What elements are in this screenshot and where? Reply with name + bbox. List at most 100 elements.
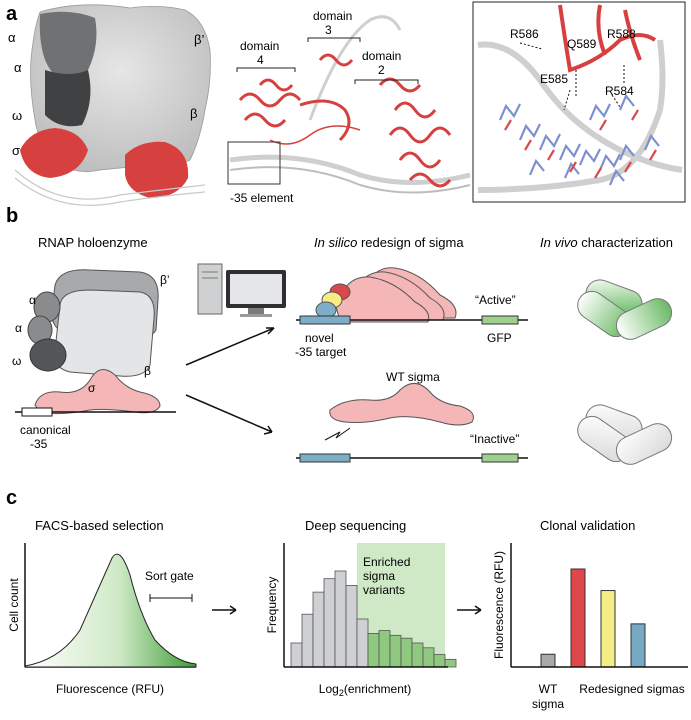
histogram-bar-1 [290, 642, 303, 668]
domain4-label: domain [240, 39, 279, 53]
inactive-label: “Inactive” [470, 432, 519, 446]
residue-r586: R586 [510, 27, 539, 41]
histogram-bar-12 [411, 642, 424, 668]
cartoon-beta-prime: β’ [160, 273, 170, 287]
clonal-title: Clonal validation [540, 518, 635, 533]
domain3-bracket [307, 37, 361, 42]
histogram-bar-4 [323, 578, 336, 668]
redesigned-sigmas-stack [315, 267, 457, 323]
panel-letter-a: a [6, 3, 18, 25]
histogram-bar-15 [444, 658, 457, 668]
clonal-bar-3 [600, 590, 616, 668]
label-omega: ω [12, 108, 22, 123]
histogram-bar-8 [367, 633, 380, 668]
cartoon-alpha-1: α [29, 293, 36, 307]
cartoon-alpha-2: α [15, 321, 22, 335]
residue-r588: R588 [607, 27, 636, 41]
histogram-bar-10 [389, 634, 402, 668]
active-cells [577, 279, 673, 340]
cartoon-omega: ω [12, 354, 21, 368]
enriched-line1: Enriched [363, 555, 410, 569]
clonal-wt-line1: WT [539, 682, 558, 696]
domain2-label: domain [362, 49, 401, 63]
novel-promoter-box [299, 315, 351, 325]
gfp-box-inactive [481, 453, 519, 463]
histogram-bar-9 [378, 630, 391, 668]
wt-sigma-shape [329, 383, 474, 426]
cartoon-sigma: σ [88, 381, 96, 395]
clonal-bars [540, 568, 646, 668]
wt-sigma-label: WT sigma [386, 370, 440, 384]
arrow-to-inactive [185, 394, 273, 433]
deep-ylabel: Frequency [265, 577, 279, 634]
zoom-detail-box [472, 1, 686, 203]
label-alpha-1: α [8, 30, 16, 45]
label-beta-prime: β’ [194, 32, 204, 47]
facs-ylabel: Cell count [7, 578, 21, 632]
label-alpha-2: α [14, 60, 22, 75]
facs-xlabel: Fluorescence (RFU) [56, 682, 164, 696]
deep-xlabel: Log2(enrichment) [319, 682, 411, 698]
clonal-ylabel: Fluorescence (RFU) [492, 551, 506, 659]
domain4-number: 4 [257, 53, 264, 67]
sigma-ribbon-structure [229, 15, 471, 194]
panel-letter-b: b [6, 205, 18, 227]
clonal-bar-4 [630, 623, 646, 668]
novel-target-label: -35 target [295, 345, 347, 359]
title-in-vivo: In vivo characterization [540, 235, 673, 250]
deep-seq-bars [290, 570, 457, 668]
arrow-seq-to-clonal [457, 605, 482, 615]
enriched-line2: sigma [363, 569, 395, 583]
histogram-bar-3 [312, 591, 325, 668]
clonal-wt-line2: sigma [532, 697, 564, 711]
domain3-number: 3 [325, 23, 332, 37]
domain4-bracket [236, 67, 296, 72]
domain2-number: 2 [378, 63, 385, 77]
arrow-to-active [185, 327, 275, 366]
panel-letter-c: c [6, 487, 17, 509]
residue-e585: E585 [540, 72, 568, 86]
clonal-redesigned-label: Redesigned sigmas [579, 682, 684, 696]
domain2-bracket [354, 79, 419, 84]
histogram-bar-7 [356, 618, 369, 668]
holoenzyme-cartoon [15, 269, 176, 417]
minus35-element-label: -35 element [230, 191, 294, 205]
residue-r584: R584 [605, 84, 634, 98]
active-label: “Active” [475, 293, 516, 307]
deep-seq-title: Deep sequencing [305, 518, 406, 533]
enriched-line3: variants [363, 583, 405, 597]
title-rnap-holoenzyme: RNAP holoenzyme [38, 235, 148, 250]
canonical-label: canonical [20, 423, 71, 437]
dna-sticks-detail [477, 4, 683, 193]
clonal-bar-1 [540, 653, 556, 668]
arrow-facs-to-seq [212, 605, 237, 615]
gfp-label: GFP [487, 331, 512, 345]
no-binding-mark [324, 427, 351, 441]
computer-icon [197, 263, 286, 317]
residue-q589: Q589 [567, 37, 597, 51]
domain3-label: domain [313, 9, 352, 23]
minus35-element-box [227, 141, 281, 185]
facs-histogram [24, 553, 197, 668]
histogram-bar-2 [301, 613, 314, 668]
rnap-surface-structure [14, 4, 211, 206]
sort-gate-label: Sort gate [145, 569, 194, 583]
cartoon-beta: β [144, 364, 151, 378]
novel-label: novel [305, 331, 334, 345]
histogram-bar-11 [400, 637, 413, 668]
histogram-bar-13 [422, 647, 435, 668]
inactive-cells [577, 404, 673, 465]
title-in-silico: In silico redesign of sigma [314, 235, 464, 250]
label-beta: β [190, 106, 197, 121]
clonal-bar-2 [570, 568, 586, 668]
histogram-bar-6 [345, 585, 358, 668]
label-sigma: σ [12, 143, 20, 158]
facs-title: FACS-based selection [35, 518, 164, 533]
canonical-minus35-label: -35 [30, 437, 48, 451]
promoter-box-inactive [299, 453, 351, 463]
gfp-box-active [481, 315, 519, 325]
histogram-bar-14 [433, 654, 446, 668]
histogram-bar-5 [334, 570, 347, 668]
sort-gate-bracket [149, 594, 193, 602]
